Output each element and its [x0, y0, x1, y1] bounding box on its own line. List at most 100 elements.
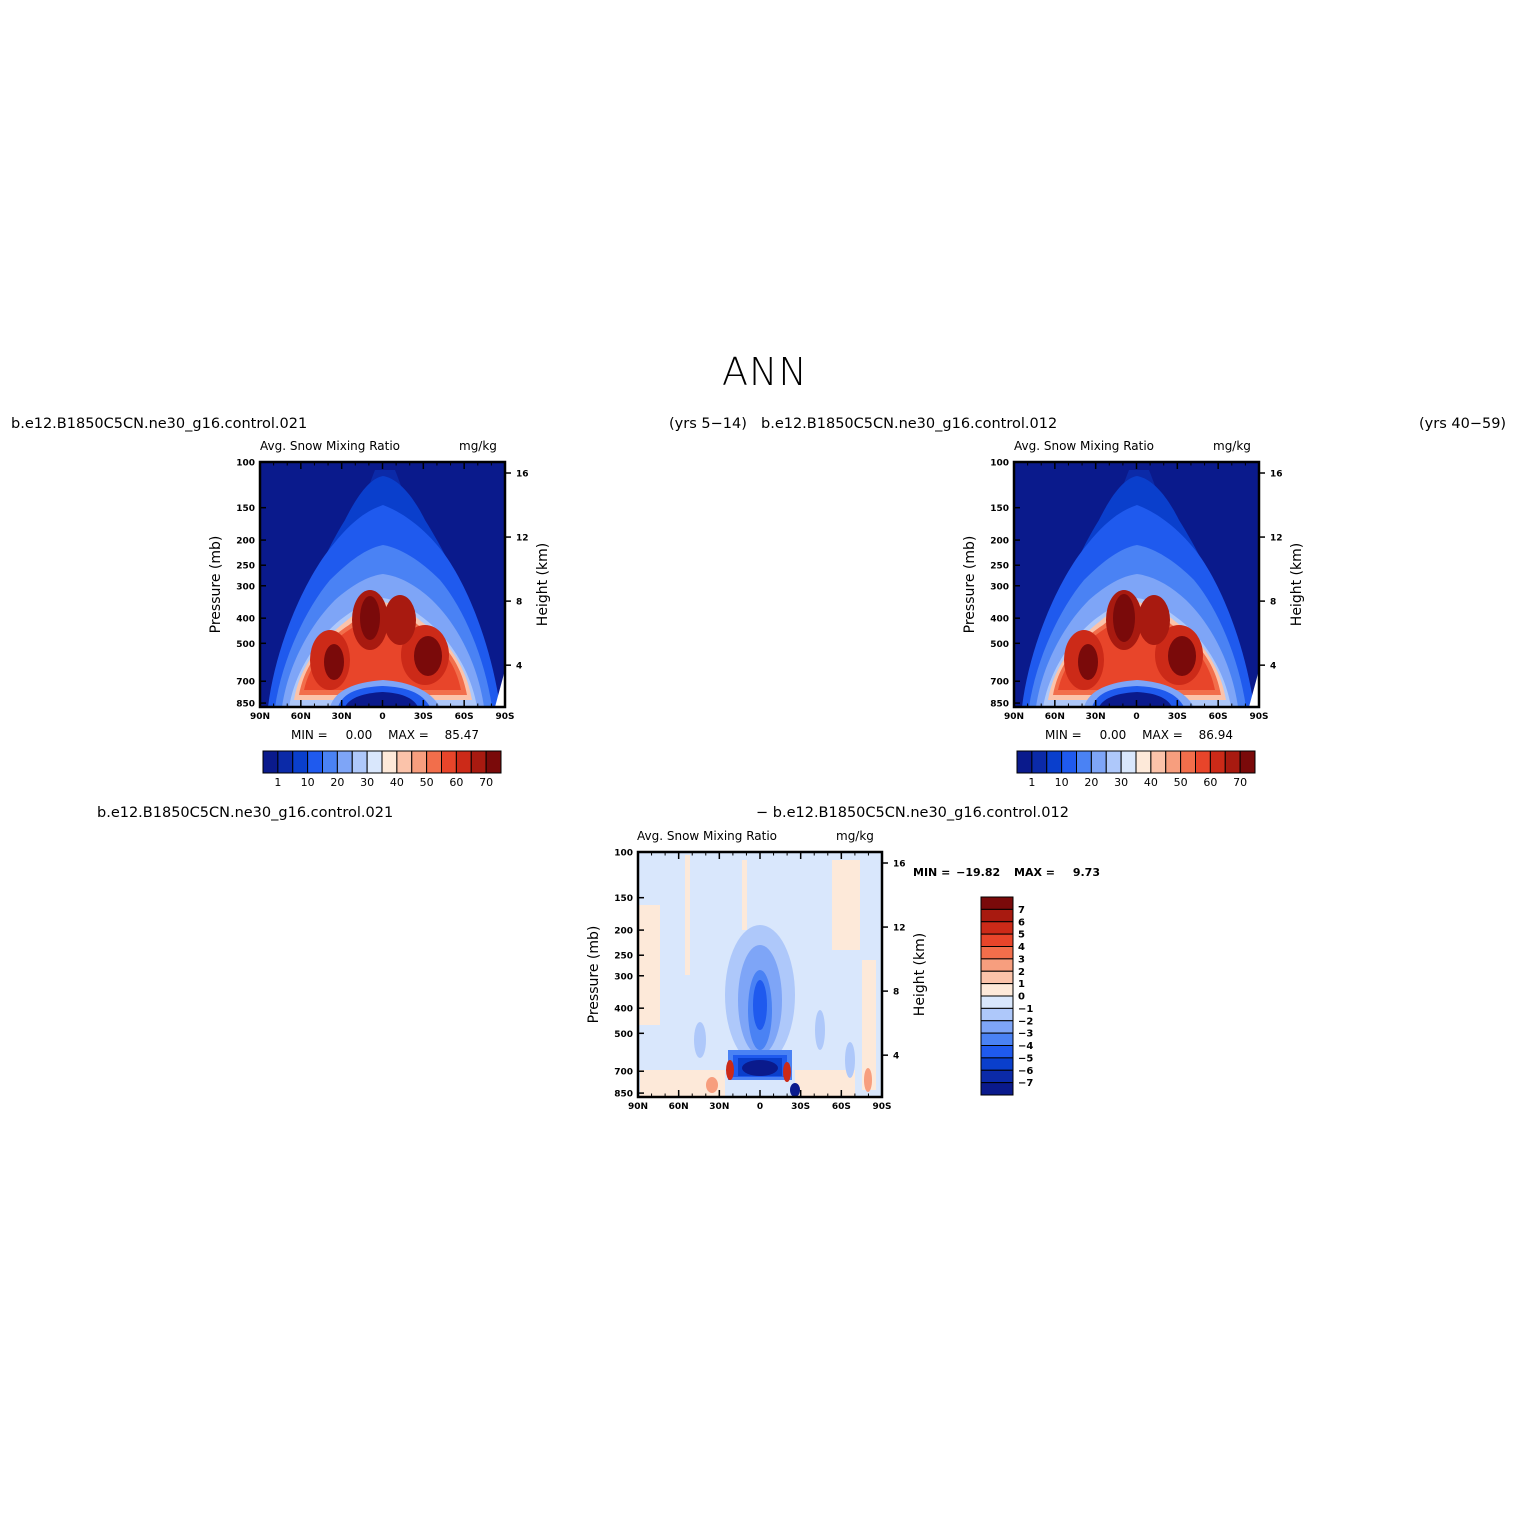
colorbar-label: 30 [360, 776, 374, 789]
colorbar-box [455, 750, 472, 774]
height-tick-label: 8 [1270, 598, 1276, 608]
colorbar-box [426, 750, 442, 774]
max-label: MAX = [1142, 728, 1183, 742]
diff-colorbar-label: 6 [1018, 917, 1025, 928]
min-label: MIN = [1045, 728, 1082, 742]
diff-colorbar-box [980, 1057, 1014, 1071]
colorbar-label: 30 [1114, 776, 1128, 789]
diff-colorbar-label: 1 [1018, 979, 1025, 990]
diff-colorbar-box [980, 946, 1014, 960]
diff-colorbar-label: 4 [1018, 942, 1025, 953]
pressure-tick-label: 250 [236, 562, 255, 572]
lat-tick-label: 90S [1249, 712, 1268, 722]
colorbar-box [1120, 750, 1137, 774]
colorbar-box [485, 750, 502, 774]
colorbar-box [1076, 750, 1092, 774]
pressure-tick-label: 300 [614, 972, 633, 982]
colorbar-box [411, 750, 428, 774]
pressure-tick-label: 300 [236, 582, 255, 592]
colorbar-label: 40 [1144, 776, 1158, 789]
units-label-top-right: mg/kg [1213, 439, 1251, 453]
diff-colorbar-box [980, 1032, 1014, 1046]
diff-colorbar-box [980, 1069, 1014, 1084]
lat-tick-label: 60N [669, 1102, 689, 1112]
panel-top-right-field [1014, 462, 1259, 707]
colorbar-box [1135, 750, 1152, 774]
colorbar-label: 40 [390, 776, 404, 789]
diff-colorbar-box [980, 1007, 1014, 1022]
lat-tick-label: 90N [628, 1102, 648, 1112]
lat-tick-label: 30S [791, 1102, 810, 1112]
ylabel-height: Height (km) [535, 543, 551, 626]
pressure-tick-label: 150 [236, 504, 255, 514]
height-tick-label: 12 [893, 924, 906, 934]
colorbar-label: 70 [479, 776, 493, 789]
panel-difference-field [638, 852, 882, 1097]
height-tick-label: 16 [516, 470, 529, 480]
max-value: 85.47 [444, 728, 479, 742]
panel-top-left-field [260, 462, 505, 707]
ylabel-height: Height (km) [912, 933, 928, 1016]
diff-colorbar-label: 2 [1018, 967, 1025, 978]
years-label-top-right: (yrs 40−59) [1419, 416, 1507, 432]
height-tick-label: 4 [893, 1052, 899, 1062]
height-tick-label: 8 [516, 598, 522, 608]
colorbar-label: 20 [330, 776, 344, 789]
lat-tick-label: 30N [709, 1102, 729, 1112]
height-tick-label: 4 [516, 662, 522, 672]
lat-tick-label: 60N [291, 712, 311, 722]
case-label-difference: b.e12.B1850C5CN.ne30_g16.control.021 [97, 805, 394, 821]
lat-tick-label: 60N [1045, 712, 1065, 722]
colorbar-box [1224, 750, 1241, 774]
pressure-tick-label: 500 [614, 1030, 633, 1040]
min-value: −19.82 [956, 866, 1001, 879]
pressure-tick-label: 100 [614, 849, 633, 859]
pressure-tick-label: 150 [614, 894, 633, 904]
diff-colorbar-label: −2 [1018, 1016, 1033, 1027]
units-label-top-left: mg/kg [459, 439, 497, 453]
pressure-tick-label: 100 [236, 459, 255, 469]
colorbar-label: 60 [449, 776, 463, 789]
diff-colorbar-box [980, 995, 1014, 1009]
diff-colorbar-box [980, 1020, 1014, 1034]
colorbar-label: 20 [1084, 776, 1098, 789]
case-label-top-right: b.e12.B1850C5CN.ne30_g16.control.012 [761, 416, 1058, 432]
diff-colorbar-box [980, 921, 1014, 935]
diff-colorbar-label: 5 [1018, 930, 1025, 941]
pressure-tick-label: 300 [990, 582, 1009, 592]
lat-tick-label: 90N [250, 712, 270, 722]
colorbar-box [441, 750, 457, 774]
max-value: 9.73 [1072, 866, 1100, 879]
lat-tick-label: 30N [332, 712, 352, 722]
max-value: 86.94 [1198, 728, 1233, 742]
lat-tick-label: 30S [414, 712, 433, 722]
min-value: 0.00 [1099, 728, 1127, 742]
minmax-top-right: MIN = 0.00 MAX = 86.94 [1045, 728, 1233, 742]
lat-tick-label: 90S [495, 712, 514, 722]
colorbar-box [1150, 750, 1167, 774]
min-value: 0.00 [345, 728, 373, 742]
case-label-top-left: b.e12.B1850C5CN.ne30_g16.control.021 [11, 416, 308, 432]
lat-tick-label: 60S [832, 1102, 851, 1112]
height-tick-label: 4 [1270, 662, 1276, 672]
ylabel-pressure: Pressure (mb) [962, 536, 978, 634]
colorbar-box [336, 750, 353, 774]
variable-label-difference: Avg. Snow Mixing Ratio [637, 829, 778, 843]
colorbar-label: 60 [1203, 776, 1217, 789]
min-label: MIN = [913, 866, 951, 879]
colorbar-box [1180, 750, 1196, 774]
pressure-tick-label: 150 [990, 504, 1009, 514]
colorbar-label: 1 [274, 776, 281, 789]
max-label: MAX = [388, 728, 429, 742]
pressure-tick-label: 250 [990, 562, 1009, 572]
colorbar-box [307, 750, 323, 774]
height-tick-label: 12 [1270, 534, 1283, 544]
diff-colorbar-box [980, 1082, 1014, 1096]
colorbar-box [1165, 750, 1182, 774]
lat-tick-label: 60S [455, 712, 474, 722]
lat-tick-label: 0 [379, 712, 385, 722]
diff-colorbar-label: −7 [1018, 1078, 1033, 1089]
lat-tick-label: 90S [872, 1102, 891, 1112]
diff-colorbar-label: −3 [1018, 1029, 1033, 1040]
